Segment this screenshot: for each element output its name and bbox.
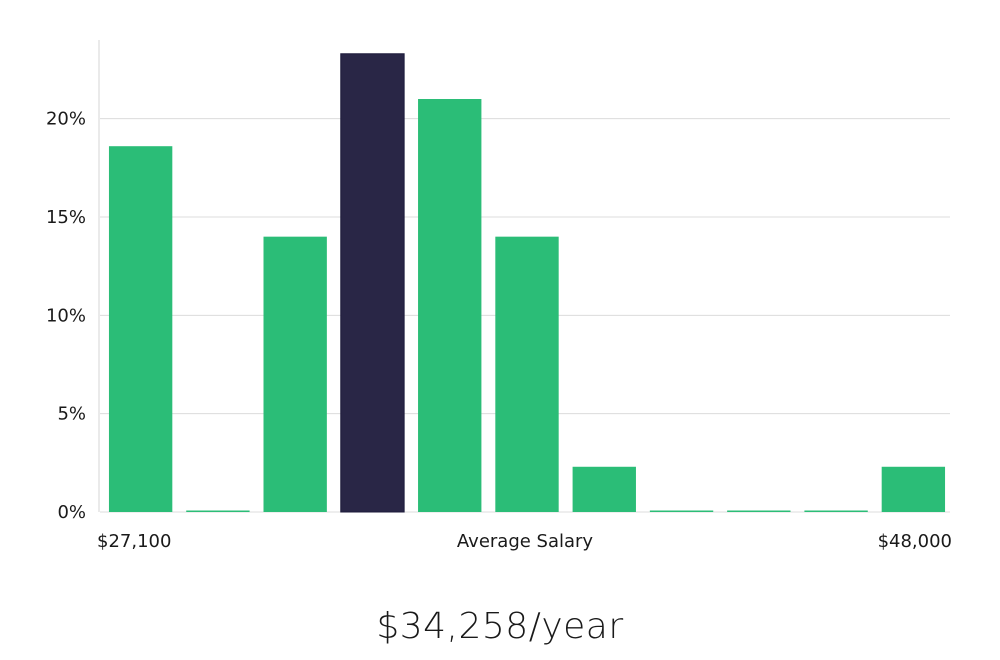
y-tick-label: 5% xyxy=(57,404,86,425)
x-axis-title: Average Salary xyxy=(457,531,594,552)
bar[interactable] xyxy=(727,510,791,513)
x-min-label: $27,100 xyxy=(97,531,171,552)
bar[interactable] xyxy=(263,236,327,512)
average-salary-value: $34,258/year xyxy=(376,606,624,647)
bar[interactable] xyxy=(804,510,868,513)
bar[interactable] xyxy=(495,236,559,512)
y-tick-label: 15% xyxy=(46,207,86,228)
bar[interactable] xyxy=(881,466,946,512)
y-tick-label: 10% xyxy=(46,305,86,326)
bar[interactable] xyxy=(572,466,636,512)
x-max-label: $48,000 xyxy=(878,531,952,552)
y-tick-label: 0% xyxy=(57,502,86,523)
bars xyxy=(108,53,946,513)
bar[interactable] xyxy=(186,510,250,513)
bar[interactable] xyxy=(418,99,482,512)
bar[interactable] xyxy=(108,146,173,512)
bar[interactable] xyxy=(649,510,714,513)
bar-highlighted[interactable] xyxy=(340,53,405,513)
y-tick-labels: 0% 5% 10% 15% 20% xyxy=(46,109,86,523)
salary-distribution-chart: 0% 5% 10% 15% 20% $27,100 Average Salary $48… xyxy=(46,40,952,552)
y-tick-label: 20% xyxy=(46,109,86,130)
